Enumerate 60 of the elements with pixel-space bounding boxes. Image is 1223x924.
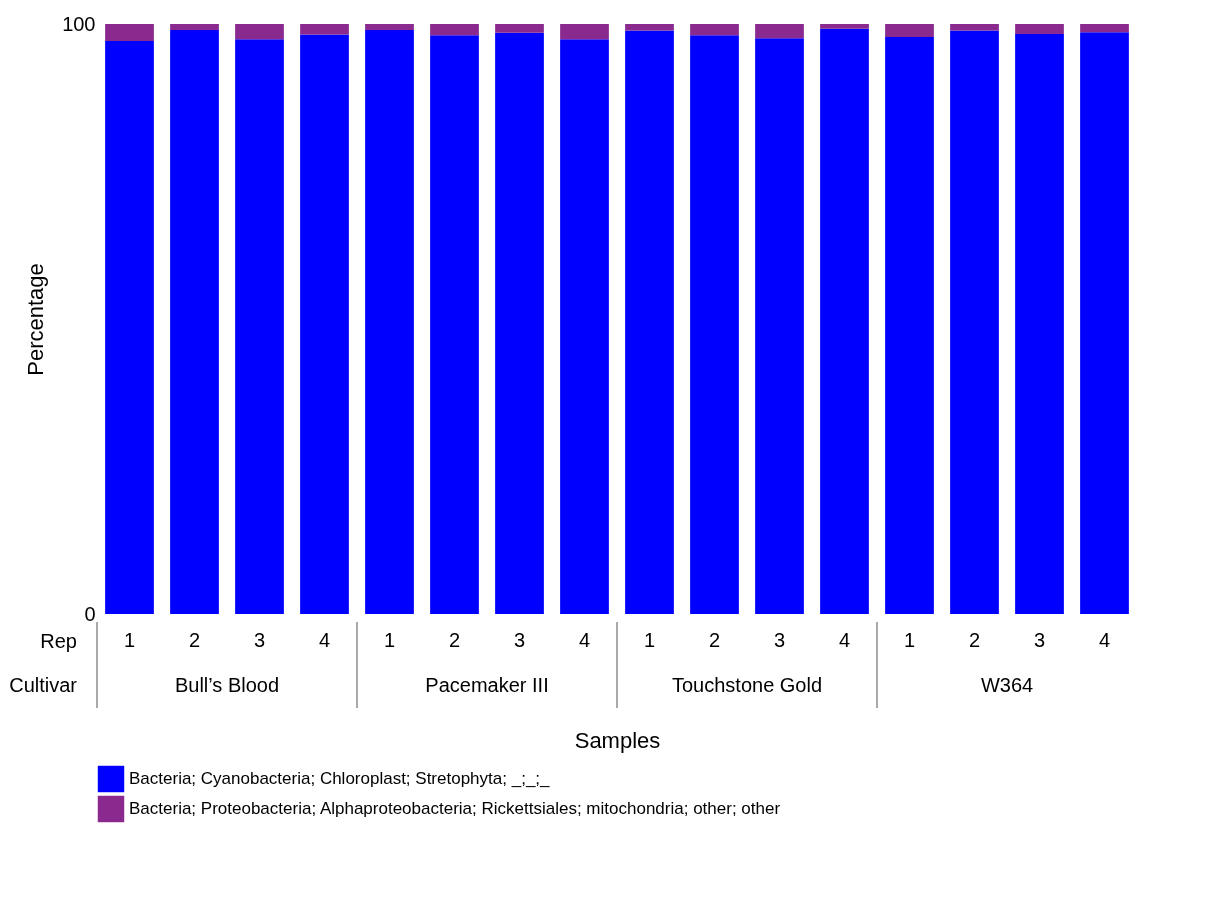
text: Rep (40, 630, 77, 652)
bar (430, 35, 479, 614)
x-tick-label: 1 (903, 628, 916, 651)
bar (755, 38, 804, 614)
text: Cultivar (9, 674, 78, 696)
text: Touchstone Gold (671, 674, 823, 696)
y-tick-label: 0 (84, 602, 96, 625)
x-tick-label: 2 (188, 628, 201, 651)
bar (235, 39, 284, 614)
bar (170, 29, 219, 614)
y-axis-title: Percentage (23, 263, 49, 376)
x-tick-label: 4 (318, 628, 331, 651)
bar (690, 24, 739, 36)
bar (950, 24, 999, 31)
x-tick-label: 4 (578, 628, 591, 651)
bar (365, 24, 414, 30)
x-tick-label: 1 (123, 628, 136, 651)
bar (235, 24, 284, 40)
bar (1080, 24, 1129, 33)
bar (1015, 34, 1064, 614)
bar (105, 41, 154, 614)
legend-label: Bacteria; Proteobacteria; Alphaproteobacteria; Rickettsiales; mitochondria; other; other (129, 799, 781, 818)
x-axis-title: Samples (574, 727, 661, 753)
bar (820, 28, 869, 614)
x-tick-label: 1 (383, 628, 396, 651)
bar (950, 30, 999, 614)
legend-label: Bacteria; Cyanobacteria; Chloroplast; Stretophyta; _;_;_ (129, 769, 551, 788)
bar (495, 32, 544, 614)
bar (755, 24, 804, 39)
x-tick-label: 3 (513, 628, 526, 651)
y-tick-label: 100 (62, 12, 96, 35)
bar (820, 24, 869, 29)
x-tick-label: 2 (968, 628, 981, 651)
x-tick-label: 2 (708, 628, 721, 651)
x-tick-label: 4 (1098, 628, 1111, 651)
x-tick-label: 3 (253, 628, 266, 651)
bar (495, 24, 544, 33)
x-tick-label: 4 (838, 628, 851, 651)
bar (885, 36, 934, 614)
x-tick-label: 1 (643, 628, 656, 651)
bar (560, 39, 609, 614)
bar (560, 24, 609, 40)
x-tick-label: 3 (1033, 628, 1046, 651)
bar (1015, 24, 1064, 35)
x-tick-label: 3 (773, 628, 786, 651)
text: W364 (980, 674, 1034, 696)
bar (170, 24, 219, 30)
bar (1080, 32, 1129, 614)
bar (365, 29, 414, 614)
bar (625, 30, 674, 614)
bar (885, 24, 934, 37)
bar (690, 35, 739, 614)
text: Pacemaker III (425, 674, 549, 696)
bar (105, 24, 154, 42)
bar (300, 24, 349, 35)
bar (300, 34, 349, 614)
bar (625, 24, 674, 31)
text: Bull’s Blood (174, 674, 280, 696)
x-tick-label: 2 (448, 628, 461, 651)
bar (430, 24, 479, 36)
